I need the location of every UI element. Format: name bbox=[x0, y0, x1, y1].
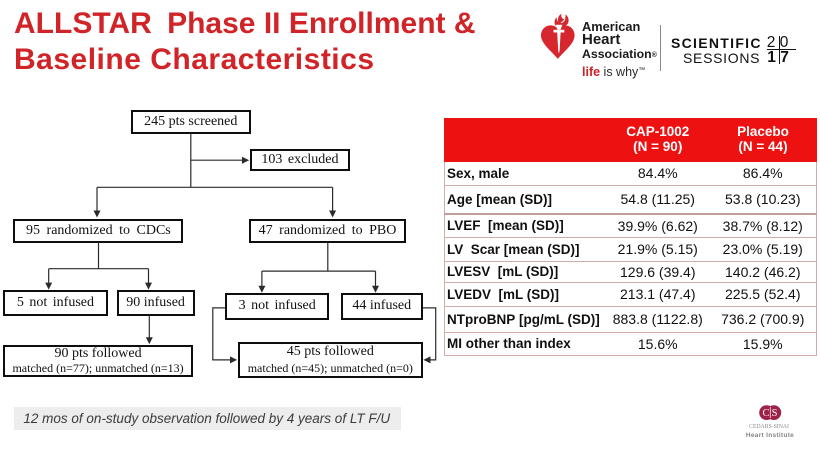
svg-text:S: S bbox=[772, 408, 778, 419]
svg-text:C: C bbox=[762, 408, 769, 419]
